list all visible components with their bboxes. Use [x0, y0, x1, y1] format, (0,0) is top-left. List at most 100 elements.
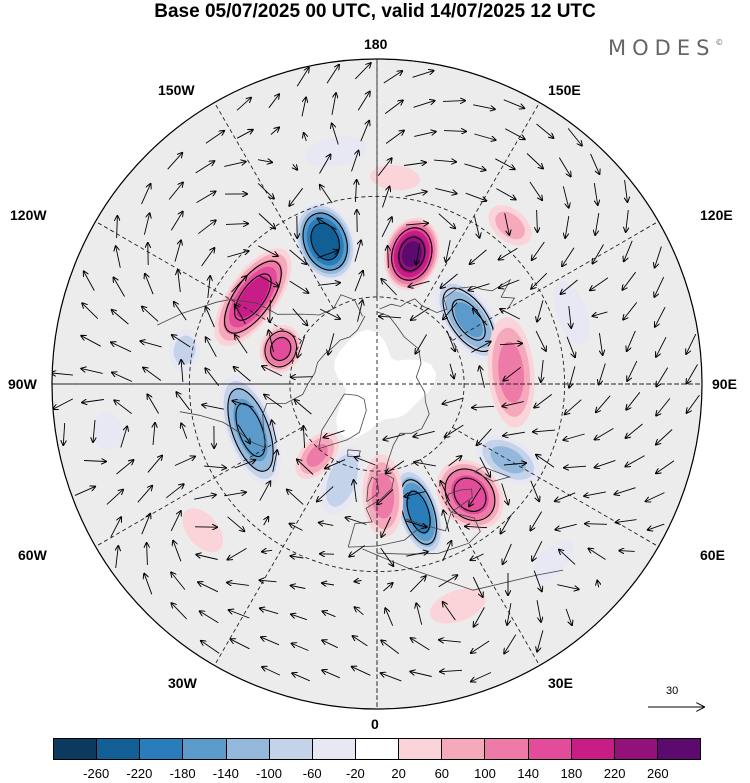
- wind-vector-arrow: [416, 243, 421, 265]
- wind-vector-arrow: [433, 160, 456, 162]
- wind-vector-arrow: [656, 429, 673, 445]
- wind-vector-arrow: [499, 279, 520, 288]
- wind-vector-arrow: [93, 419, 95, 442]
- modes-logo: MODES©: [608, 36, 723, 60]
- wind-vector-arrow: [648, 523, 665, 530]
- lon-label-150e: 150E: [548, 82, 581, 98]
- positive-anomaly: [182, 508, 223, 553]
- wind-vector-arrow: [319, 155, 331, 174]
- meridian-line: [52, 189, 302, 341]
- reference-vector-label: 30: [666, 685, 679, 697]
- wind-vector-arrow: [195, 161, 215, 174]
- positive-anomaly: [436, 459, 504, 530]
- wind-vector-arrow: [297, 460, 314, 475]
- wind-vector-arrow: [260, 580, 277, 582]
- wind-vectors: [52, 63, 700, 682]
- wind-vector-arrow: [355, 180, 356, 203]
- anomaly-contour-fill: [451, 475, 489, 515]
- wind-vector-arrow: [318, 218, 337, 230]
- lon-label-120e: 120E: [700, 207, 733, 223]
- wind-vector-arrow: [404, 490, 426, 496]
- lon-label-60w: 60W: [18, 547, 47, 563]
- wind-vector-arrow: [656, 460, 675, 474]
- wind-vector-arrow: [292, 673, 310, 682]
- wind-vector-arrow: [404, 163, 426, 166]
- wind-vector-arrow: [555, 523, 577, 529]
- wind-vector-arrow: [227, 251, 248, 258]
- lon-label-180: 180: [364, 36, 388, 52]
- wind-vector-arrow: [142, 307, 159, 322]
- colorbar-segment: [355, 739, 400, 759]
- wind-vector-arrow: [565, 608, 572, 625]
- wind-vector-arrow: [443, 602, 456, 621]
- wind-vector-arrow: [593, 311, 608, 316]
- positive-anomaly: [488, 205, 532, 246]
- wind-vector-arrow: [438, 575, 458, 588]
- wind-vector-arrow: [479, 456, 490, 477]
- colorbar-segment: [97, 739, 141, 759]
- wind-vector-arrow: [229, 610, 250, 619]
- wind-vector-arrow: [292, 644, 309, 651]
- positive-anomaly: [429, 588, 486, 624]
- wind-vector-arrow: [656, 336, 667, 357]
- anomaly-contour-fill: [304, 136, 368, 167]
- wind-vector-arrow: [569, 306, 571, 328]
- wind-vector-arrow: [381, 279, 397, 296]
- wind-vector-arrow: [269, 330, 274, 352]
- anomaly-contour-fill: [495, 211, 525, 240]
- wind-vector-arrow: [144, 574, 153, 595]
- logo-text: MODES: [608, 36, 716, 60]
- wind-vector-arrow: [623, 302, 638, 319]
- anomaly-contour-fill: [370, 165, 420, 191]
- wind-vector-arrow: [262, 366, 283, 377]
- wind-vector-arrow: [495, 158, 514, 169]
- wind-vector-arrow: [176, 392, 190, 411]
- wind-vector-arrow: [206, 337, 217, 357]
- wind-vector-arrow: [469, 487, 482, 507]
- wind-vector-arrow: [235, 335, 248, 354]
- wind-vector-arrow: [590, 277, 609, 291]
- colorbar-tick-label: -20: [345, 766, 365, 781]
- wind-vector-arrow: [384, 100, 403, 114]
- wind-vector-arrow: [81, 336, 101, 347]
- streamline-contour: [406, 490, 431, 534]
- wind-vector-arrow: [272, 420, 277, 442]
- wind-vector-arrow: [565, 399, 582, 415]
- wind-vector-arrow: [537, 209, 538, 232]
- wind-vector-arrow: [326, 65, 339, 84]
- wind-vector-arrow: [289, 187, 304, 206]
- wind-vector-arrow: [257, 160, 272, 163]
- wind-vector-arrow: [386, 460, 405, 474]
- wind-vector-arrow: [382, 187, 390, 208]
- wind-vector-arrow: [655, 246, 662, 268]
- wind-vector-arrow: [349, 545, 365, 557]
- wind-vector-arrow: [287, 490, 304, 505]
- anomaly-contour-fill: [270, 337, 291, 361]
- wind-vector-arrow: [173, 541, 182, 562]
- wind-vector-arrow: [168, 183, 183, 200]
- wind-vector-arrow: [557, 584, 578, 590]
- wind-vector-arrow: [53, 398, 74, 409]
- wind-vector-arrow: [224, 162, 245, 167]
- colorbar-tick-label: 220: [603, 766, 626, 781]
- wind-vector-arrow: [258, 213, 275, 229]
- wind-vector-arrow: [385, 131, 404, 144]
- wind-vector-arrow: [559, 550, 576, 565]
- wind-vector-arrow: [231, 639, 250, 650]
- wind-vector-arrow: [324, 430, 345, 438]
- wind-vector-arrow: [355, 581, 362, 582]
- colorbar-segment: [528, 739, 572, 759]
- wind-vector-arrow: [379, 316, 402, 318]
- wind-vector-arrow: [259, 481, 271, 501]
- wind-vector-arrow: [441, 273, 458, 288]
- wind-vector-arrow: [106, 490, 123, 505]
- wind-vector-arrow: [291, 614, 308, 621]
- negative-anomaly: [294, 202, 356, 281]
- positive-anomaly: [487, 317, 535, 428]
- wind-vector-arrow: [120, 427, 127, 448]
- meridian-line: [452, 427, 702, 579]
- wind-vector-arrow: [355, 457, 376, 466]
- wind-vector-arrow: [143, 368, 162, 381]
- wind-vector-arrow: [589, 549, 606, 560]
- wind-vector-arrow: [469, 283, 490, 291]
